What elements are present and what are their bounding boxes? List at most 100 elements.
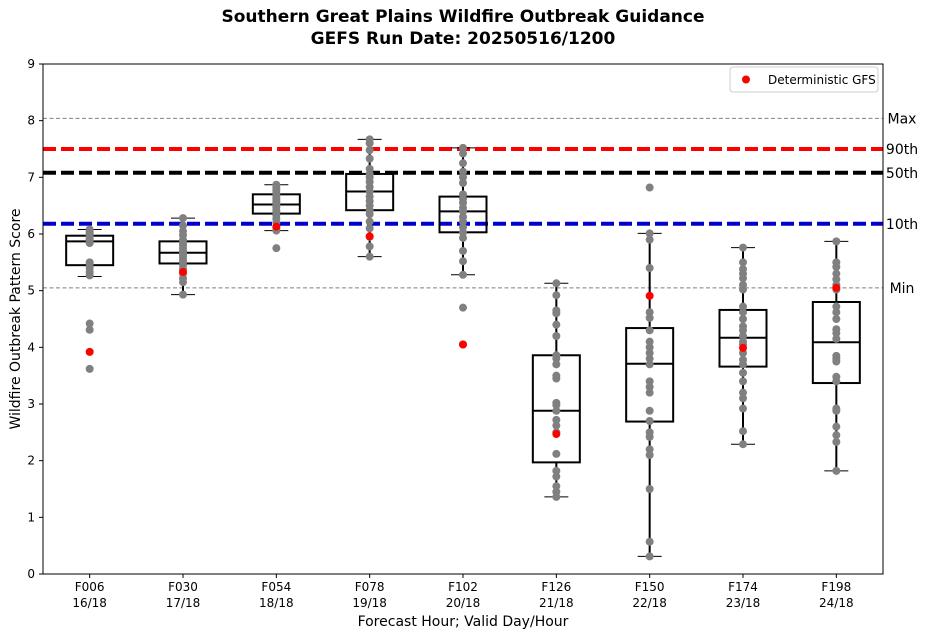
deterministic-point — [739, 343, 747, 352]
ensemble-member-point — [739, 377, 747, 386]
reference-label-50th: 50th — [886, 166, 918, 182]
deterministic-point — [85, 347, 94, 356]
ensemble-member-point — [552, 279, 561, 288]
x-tick-label-valid: 22/18 — [632, 596, 667, 610]
ensemble-member-point — [645, 235, 654, 244]
y-tick-label: 4 — [27, 340, 35, 354]
ensemble-member-point — [832, 404, 841, 413]
reference-label-90th: 90th — [886, 142, 918, 158]
deterministic-point — [272, 222, 281, 231]
ensemble-member-point — [552, 472, 561, 481]
ensemble-member-point — [179, 214, 187, 223]
ensemble-member-point — [739, 302, 747, 311]
ensemble-member-point — [552, 466, 561, 475]
ensemble-member-point — [645, 537, 654, 546]
ensemble-member-point — [365, 252, 374, 261]
ensemble-member-point — [552, 351, 561, 360]
ensemble-member-point — [739, 281, 747, 289]
y-tick-label: 7 — [27, 170, 35, 184]
ensemble-member-point — [85, 258, 94, 267]
ensemble-member-point — [739, 322, 747, 331]
reference-label-max: Max — [888, 111, 917, 127]
x-tick-label-hour: F126 — [541, 580, 571, 594]
ensemble-member-point — [832, 422, 841, 431]
deterministic-point — [365, 232, 374, 241]
ensemble-member-point — [85, 225, 94, 234]
x-tick-label-hour: F054 — [261, 580, 291, 594]
ensemble-member-point — [459, 143, 467, 152]
ensemble-member-point — [645, 308, 654, 317]
ensemble-member-point — [365, 146, 374, 155]
ensemble-member-point — [739, 355, 747, 364]
x-tick-label-valid: 21/18 — [539, 596, 574, 610]
ensemble-member-point — [645, 445, 654, 454]
deterministic-point — [459, 340, 467, 349]
ensemble-member-point — [179, 227, 187, 236]
x-tick-label-valid: 23/18 — [726, 596, 761, 610]
x-tick-label-hour: F174 — [728, 580, 758, 594]
deterministic-point — [552, 430, 561, 439]
deterministic-point — [645, 291, 654, 300]
y-axis-label: Wildfire Outbreak Pattern Score — [8, 208, 24, 429]
ensemble-member-point — [552, 449, 561, 458]
ensemble-member-point — [832, 437, 841, 446]
ensemble-member-point — [85, 319, 94, 328]
ensemble-member-point — [459, 247, 467, 255]
ensemble-member-point — [365, 135, 374, 144]
ensemble-member-point — [832, 258, 841, 267]
ensemble-member-point — [552, 482, 561, 491]
x-tick-label-hour: F102 — [448, 580, 478, 594]
ensemble-member-point — [552, 306, 561, 315]
y-tick-label: 5 — [27, 284, 35, 298]
ensemble-member-point — [459, 173, 467, 182]
ensemble-member-point — [552, 415, 561, 424]
ensemble-member-point — [832, 351, 841, 360]
ensemble-member-point — [832, 302, 841, 311]
ensemble-member-point — [739, 337, 747, 346]
ensemble-member-point — [552, 371, 561, 380]
ensemble-member-point — [552, 398, 561, 407]
ensemble-member-point — [552, 421, 561, 430]
ensemble-member-point — [552, 291, 561, 300]
ensemble-member-point — [645, 343, 654, 352]
ensemble-member-point — [85, 364, 94, 373]
y-tick-label: 9 — [27, 57, 35, 71]
ensemble-member-point — [645, 229, 654, 238]
ensemble-member-point — [365, 217, 374, 226]
ensemble-member-point — [552, 332, 561, 340]
x-axis-label: Forecast Hour; Valid Day/Hour — [358, 614, 569, 630]
ensemble-member-point — [552, 406, 561, 415]
ensemble-member-point — [365, 224, 374, 233]
x-tick-label-valid: 16/18 — [72, 596, 107, 610]
ensemble-member-point — [645, 349, 654, 357]
ensemble-member-point — [739, 308, 747, 317]
x-tick-label-hour: F150 — [635, 580, 665, 594]
legend-frame — [729, 66, 879, 93]
ensemble-member-point — [179, 221, 187, 230]
ensemble-member-point — [459, 190, 467, 199]
ensemble-member-point — [832, 308, 841, 317]
ensemble-member-point — [832, 275, 841, 284]
ensemble-member-point — [85, 325, 94, 334]
ensemble-member-point — [645, 552, 654, 561]
ensemble-member-point — [365, 164, 374, 173]
ensemble-member-point — [179, 290, 187, 299]
y-tick-label: 1 — [27, 510, 35, 524]
plot-frame — [42, 63, 884, 575]
chart-title: Southern Great Plains Wildfire Outbreak … — [222, 7, 705, 27]
ensemble-member-point — [739, 265, 747, 274]
ensemble-member-point — [459, 257, 467, 266]
ensemble-member-point — [459, 179, 467, 187]
ensemble-member-point — [645, 417, 654, 425]
x-tick-label-hour: F030 — [168, 580, 198, 594]
ensemble-member-point — [832, 372, 841, 381]
y-tick-label: 2 — [27, 454, 35, 468]
ensemble-member-point — [739, 332, 747, 340]
ensemble-member-point — [645, 183, 654, 192]
ensemble-member-point — [552, 487, 561, 496]
ensemble-member-point — [459, 167, 467, 176]
ensemble-member-point — [272, 180, 281, 189]
ensemble-member-point — [459, 270, 467, 279]
x-tick-label-valid: 24/18 — [819, 596, 854, 610]
ensemble-member-point — [832, 237, 841, 246]
